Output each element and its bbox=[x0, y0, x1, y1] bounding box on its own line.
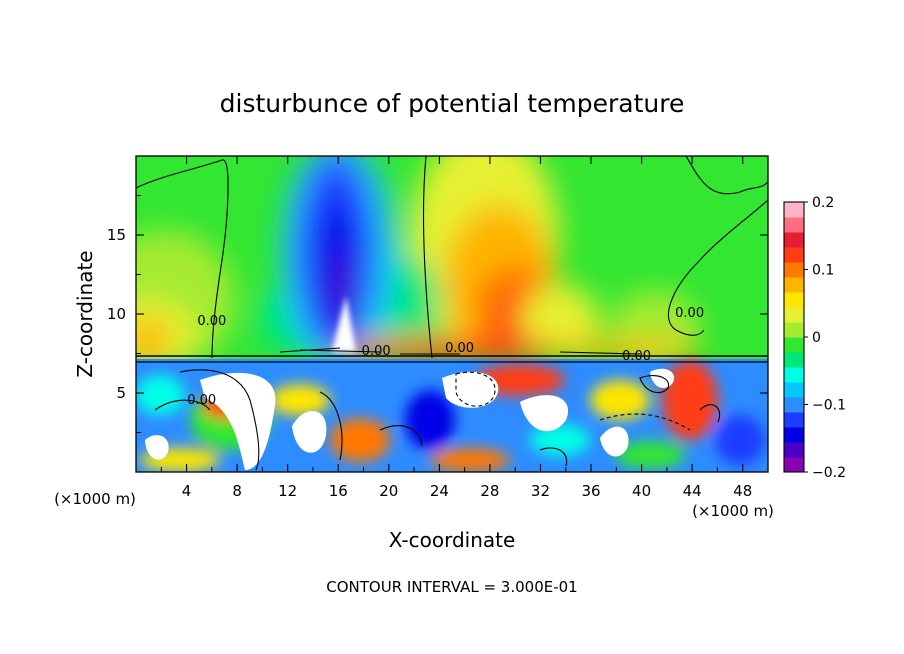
y-tick-label: 15 bbox=[107, 226, 126, 244]
contour-line bbox=[319, 391, 343, 461]
x-tick-label: 16 bbox=[329, 482, 348, 500]
chart-title: disturbunce of potential temperature bbox=[220, 89, 685, 118]
contour-line bbox=[154, 399, 211, 411]
contour-line bbox=[279, 347, 641, 355]
x-tick-label: 8 bbox=[232, 482, 242, 500]
colorbar-swatch bbox=[784, 262, 804, 278]
x-right-unit-label: (×1000 m) bbox=[692, 502, 774, 520]
colorbar-swatch bbox=[784, 442, 804, 458]
contour-label: 0.00 bbox=[187, 393, 216, 408]
colorbar-swatch bbox=[784, 202, 804, 218]
colorbar-tick-label: 0 bbox=[812, 330, 821, 346]
contour-line bbox=[639, 375, 670, 394]
contour-line bbox=[699, 404, 720, 423]
contour-line bbox=[422, 156, 433, 359]
colorbar-swatch bbox=[784, 292, 804, 308]
plot-area: 0.00 0.00 0.00 0.00 0.00 0.00 bbox=[136, 156, 768, 472]
colorbar-tick-label: −0.2 bbox=[812, 465, 846, 481]
x-tick-label: 28 bbox=[480, 482, 499, 500]
colorbar-swatch bbox=[784, 412, 804, 428]
colorbar-swatch bbox=[784, 352, 804, 368]
y-axis-title: Z-coordinate bbox=[73, 250, 97, 377]
contour-lines bbox=[136, 156, 768, 471]
contour-line bbox=[685, 156, 768, 195]
x-tick-label: 12 bbox=[278, 482, 297, 500]
colorbar-ticks: 0.2 0.1 0 −0.1 −0.2 bbox=[804, 195, 846, 481]
upper-layer-shading bbox=[136, 156, 700, 370]
colorbar-swatch bbox=[784, 337, 804, 353]
colorbar-tick-label: 0.1 bbox=[812, 263, 834, 279]
colorbar-swatch bbox=[784, 367, 804, 383]
colorbar-swatch bbox=[784, 427, 804, 443]
contour-label: 0.00 bbox=[362, 344, 391, 359]
contour-line bbox=[599, 413, 691, 431]
contour-line bbox=[379, 425, 423, 447]
colorbar-tick-label: −0.1 bbox=[812, 398, 846, 414]
colorbar-swatch bbox=[784, 457, 804, 473]
contour-label: 0.00 bbox=[197, 314, 226, 329]
colorbar-tick-label: 0.2 bbox=[812, 195, 834, 211]
contour-line bbox=[455, 371, 496, 407]
contour-line bbox=[136, 159, 229, 359]
x-axis-title: X-coordinate bbox=[389, 528, 516, 552]
contour-labels: 0.00 0.00 0.00 0.00 0.00 0.00 bbox=[187, 306, 704, 408]
colorbar-swatch bbox=[784, 307, 804, 323]
colorbar-swatch bbox=[784, 277, 804, 293]
x-tick-label: 44 bbox=[683, 482, 702, 500]
y-tick-label: 10 bbox=[107, 305, 126, 323]
contour-label: 0.00 bbox=[622, 349, 651, 364]
colorbar-swatch bbox=[784, 247, 804, 263]
y-tick-label: 5 bbox=[116, 384, 126, 402]
colorbar-swatch bbox=[784, 232, 804, 248]
contour-line bbox=[539, 447, 568, 467]
contour-line bbox=[667, 199, 768, 336]
x-tick-label: 32 bbox=[531, 482, 550, 500]
colorbar-swatch bbox=[784, 397, 804, 413]
x-tick-label: 40 bbox=[632, 482, 651, 500]
contour-interval-footer: CONTOUR INTERVAL = 3.000E-01 bbox=[326, 578, 577, 596]
contour-label: 0.00 bbox=[445, 341, 474, 356]
x-tick-label: 20 bbox=[379, 482, 398, 500]
x-tick-label: 4 bbox=[182, 482, 192, 500]
x-tick-label: 48 bbox=[733, 482, 752, 500]
colorbar-swatch bbox=[784, 382, 804, 398]
colorbar-swatch bbox=[784, 217, 804, 233]
colorbar bbox=[783, 201, 805, 473]
x-tick-label: 36 bbox=[581, 482, 600, 500]
x-left-unit-label: (×1000 m) bbox=[54, 490, 136, 508]
x-tick-label: 24 bbox=[430, 482, 449, 500]
contour-label: 0.00 bbox=[675, 306, 704, 321]
turbulent-layer-white-patches bbox=[145, 368, 675, 470]
y-axis: 5 10 15 bbox=[107, 195, 768, 433]
upper-white-plume bbox=[332, 296, 356, 352]
colorbar-swatch bbox=[784, 322, 804, 338]
contour-line bbox=[179, 369, 260, 471]
x-axis: 4 8 12 16 20 24 28 32 36 40 44 48 bbox=[160, 156, 752, 500]
